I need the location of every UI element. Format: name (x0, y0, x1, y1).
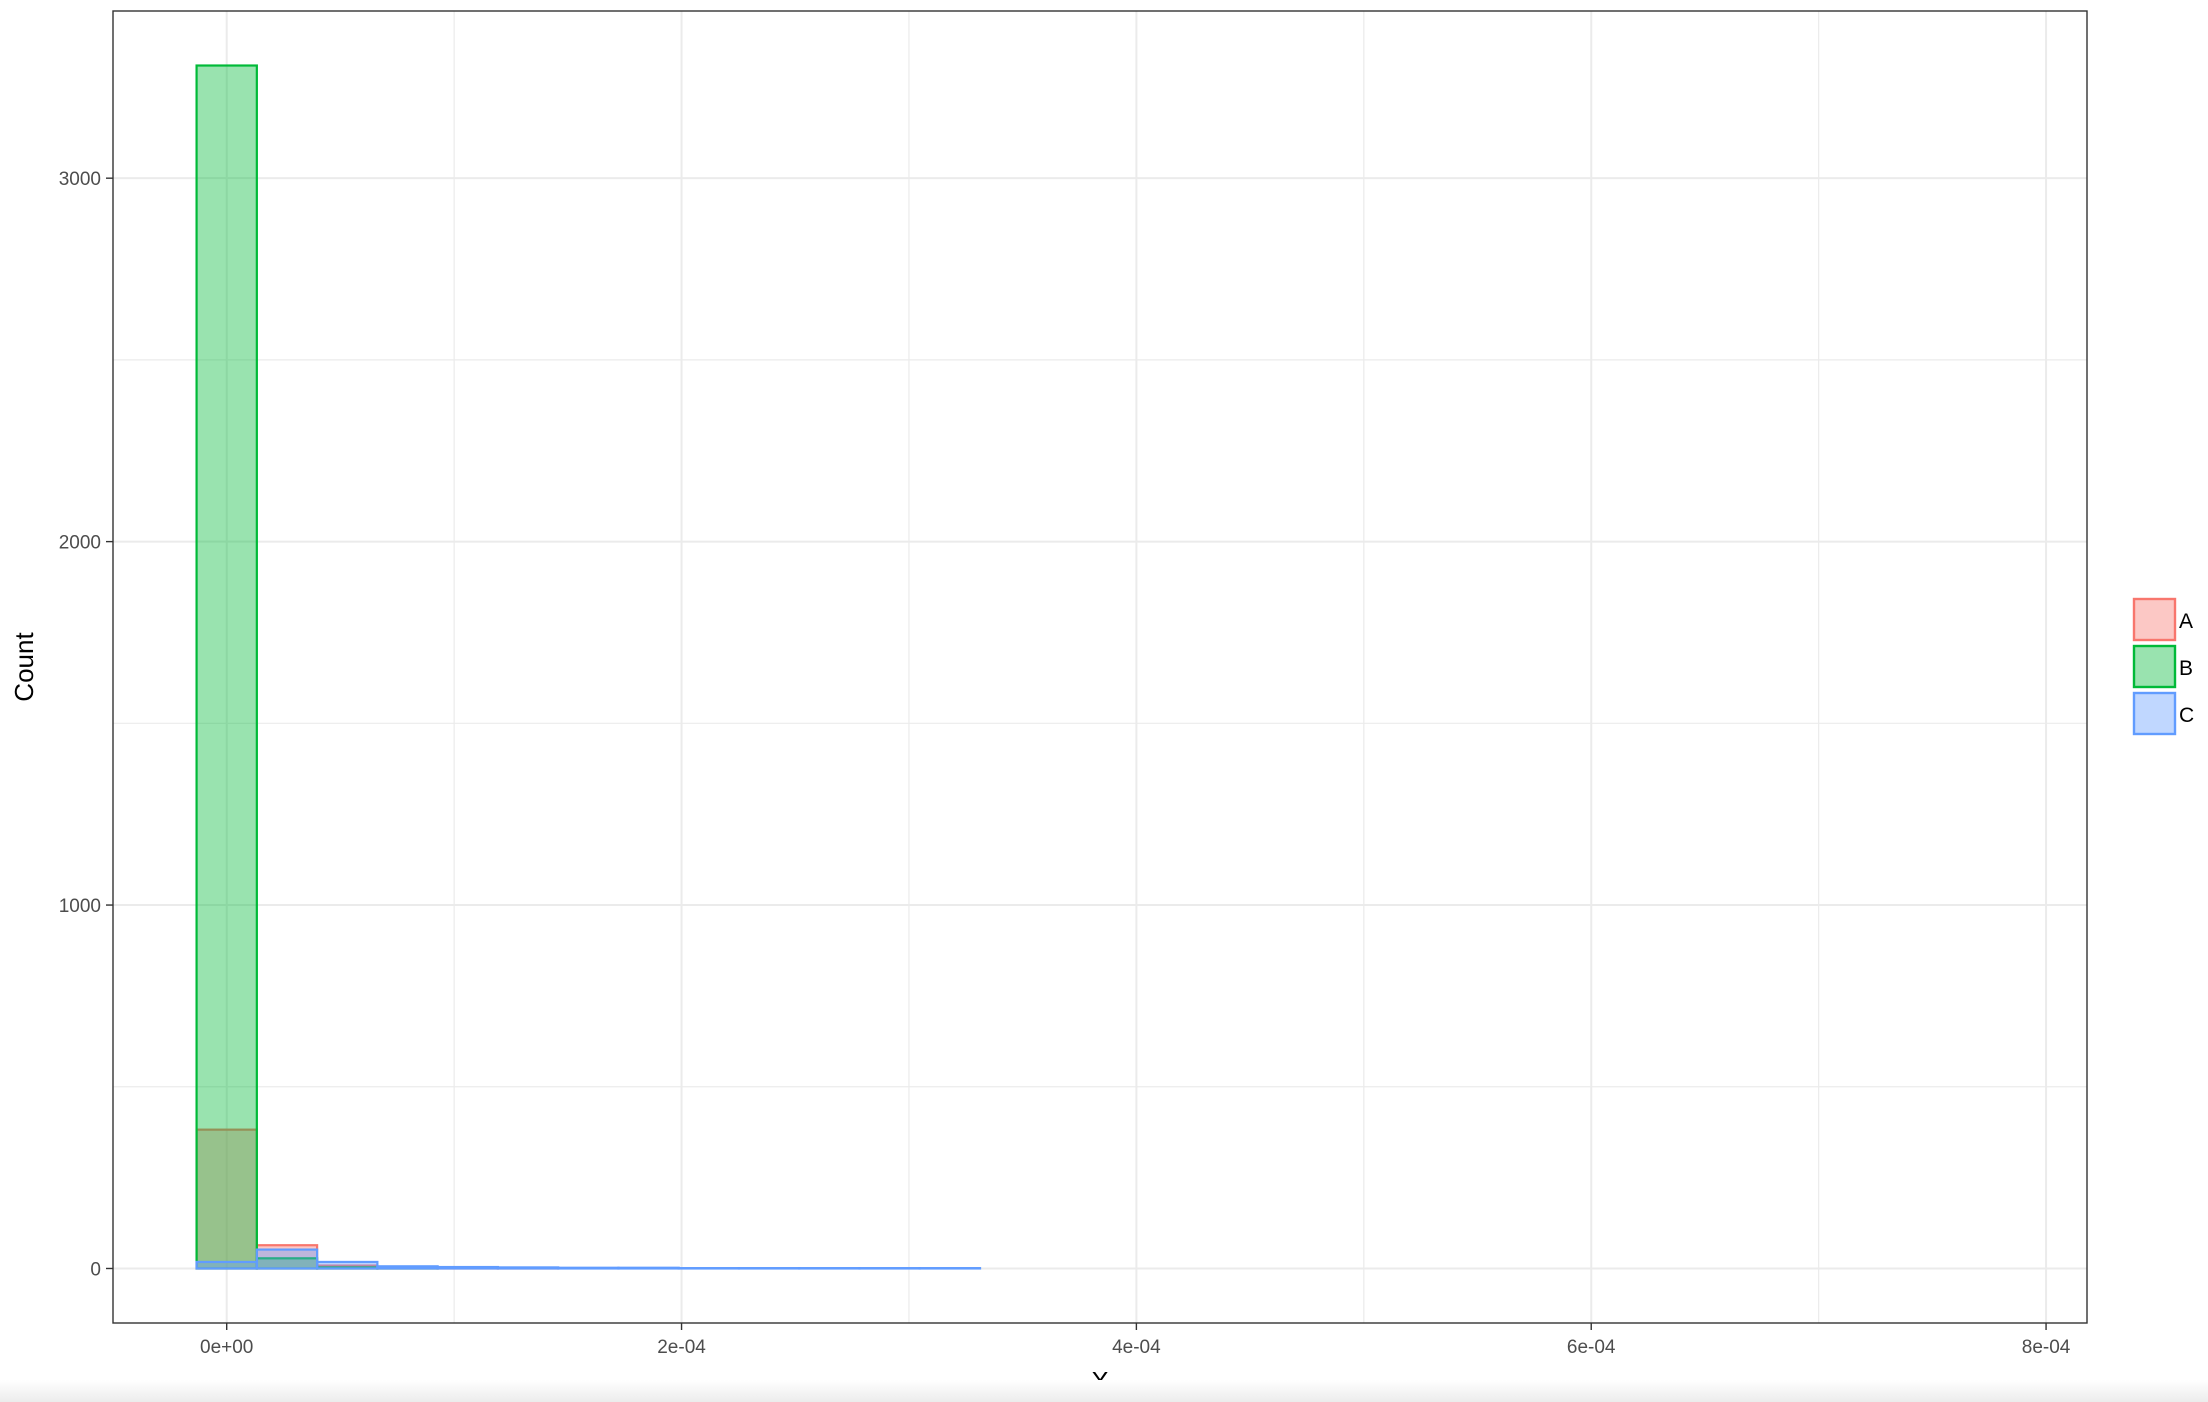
legend-label: B (2179, 657, 2193, 680)
x-tick-label: 8e-04 (2022, 1337, 2071, 1358)
plot-panel-border (112, 10, 2088, 1324)
bar-C-7 (557, 1266, 620, 1270)
legend-label: A (2179, 610, 2193, 633)
x-tick-label: 6e-04 (1567, 1337, 1616, 1358)
bars (195, 64, 982, 1270)
y-tick-label: 3000 (59, 169, 101, 190)
x-tick-label: 2e-04 (657, 1337, 706, 1358)
y-tick-label: 2000 (59, 533, 101, 554)
bar-C-6 (496, 1266, 560, 1270)
bar-C-8 (617, 1266, 680, 1270)
legend: A B C (2132, 597, 2194, 736)
series-A (195, 1128, 560, 1270)
legend-key-A (2132, 597, 2177, 642)
x-tick-label: 4e-04 (1112, 1337, 1161, 1358)
bar-B-1 (195, 64, 258, 1270)
y-tick-label: 0 (90, 1259, 101, 1280)
grid-lines (113, 11, 2087, 1323)
y-tick-label: 1000 (59, 896, 101, 917)
x-axis: 0e+00 2e-04 4e-04 6e-04 8e-04 (200, 1323, 2071, 1358)
plot-background (113, 11, 2087, 1323)
bar-C-3 (316, 1260, 379, 1270)
x-tick-label: 0e+00 (200, 1337, 253, 1358)
bar-C-4 (376, 1265, 439, 1270)
legend-key-C (2132, 691, 2177, 736)
bar-C-5 (436, 1265, 500, 1270)
bar-C-1 (195, 1260, 258, 1270)
legend-key-B (2132, 644, 2177, 689)
legend-label: C (2179, 704, 2194, 727)
series-B (195, 64, 439, 1270)
window-bottom-edge (0, 1380, 2208, 1402)
bar-C-2 (255, 1248, 319, 1270)
series-C (195, 1248, 982, 1270)
y-axis-label: Count (9, 632, 39, 702)
y-axis: 0 1000 2000 3000 (59, 169, 113, 1280)
